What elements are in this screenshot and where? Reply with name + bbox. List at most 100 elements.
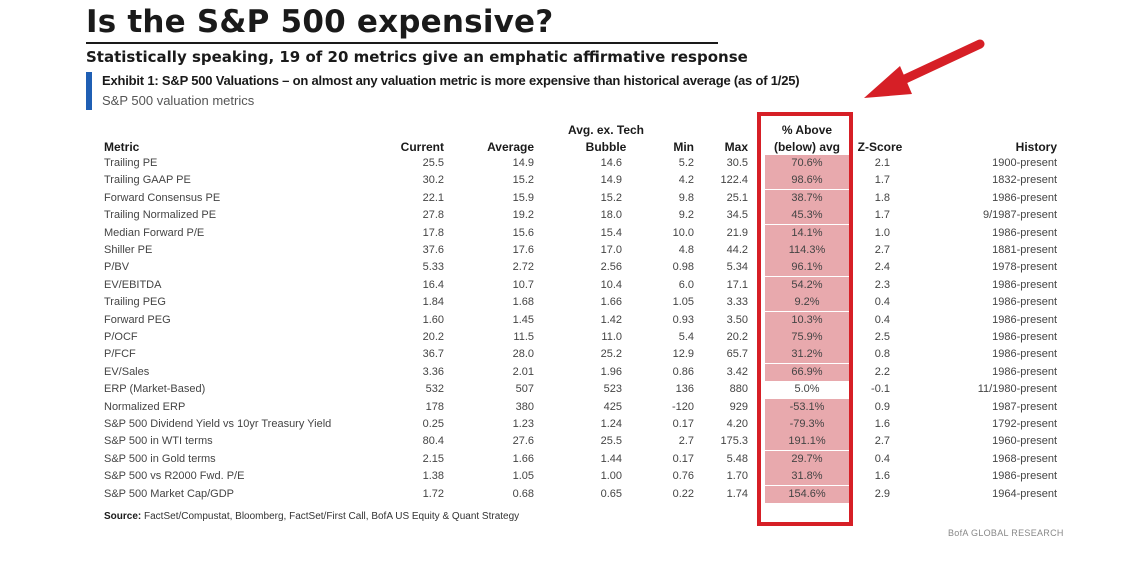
cell-history: 1986-present: [992, 278, 1057, 291]
cell-min: 0.22: [672, 487, 694, 500]
cell-pct: 29.7%: [791, 452, 823, 465]
cell-min: 0.17: [672, 418, 694, 430]
cell-min: 10.0: [672, 226, 694, 239]
highlight-cell: [765, 381, 849, 399]
cell-pct: -53.1%: [789, 400, 825, 413]
cell-pct: 31.8%: [791, 470, 823, 483]
highlight-cell: [765, 416, 849, 433]
table-row: P/FCF 36.7 28.0 25.2 12.9 65.7 31.2% 0.8 1986-pr…: [0, 346, 1135, 363]
cell-pct: 10.3%: [791, 313, 823, 326]
cell-current: 2.15: [422, 452, 444, 465]
cell-max: 3.33: [726, 296, 748, 309]
cell-metric: P/BV: [104, 261, 130, 274]
cell-pct: 9.2%: [794, 296, 820, 309]
highlight-cell: [765, 363, 849, 381]
header-tech-line1: Avg. ex. Tech: [567, 123, 645, 137]
header-min: Min: [673, 140, 694, 154]
cell-tech: 425: [603, 400, 622, 413]
header-max: Max: [724, 140, 748, 154]
highlight-cell: [765, 172, 849, 190]
cell-max: 25.1: [726, 191, 748, 204]
cell-pct: 154.6%: [788, 487, 826, 500]
cell-tech: 1.66: [600, 296, 622, 309]
cell-min: 9.2: [678, 209, 694, 222]
cell-max: 1.74: [726, 487, 748, 500]
cell-z: 1.0: [874, 226, 890, 239]
cell-z: 2.7: [874, 435, 890, 448]
cell-min: 4.8: [678, 244, 694, 256]
cell-average: 1.05: [512, 470, 534, 483]
highlight-cell: [765, 259, 849, 277]
cell-z: -0.1: [871, 383, 890, 396]
table-row: Normalized ERP 178 380 425 -120 929 -53.1% 0.9 1…: [0, 399, 1135, 416]
cell-pct: 70.6%: [791, 157, 823, 169]
cell-history: 1987-present: [992, 400, 1057, 413]
cell-history: 1964-present: [992, 487, 1057, 500]
cell-pct: 38.7%: [791, 191, 823, 204]
cell-z: 0.9: [874, 400, 890, 413]
source-note: Source: FactSet/Compustat, Bloomberg, Fa…: [104, 511, 519, 522]
cell-tech: 15.4: [600, 226, 622, 239]
cell-tech: 523: [603, 383, 622, 396]
cell-average: 380: [515, 400, 534, 413]
table-row: Shiller PE 37.6 17.6 17.0 4.8 44.2 114.3% 2.7 18…: [0, 242, 1135, 259]
header-metric: Metric: [104, 140, 140, 154]
cell-history: 1986-present: [992, 313, 1057, 326]
cell-average: 507: [515, 383, 534, 396]
exhibit-title: Exhibit 1: S&P 500 Valuations – on almos…: [102, 73, 800, 88]
cell-pct: -79.3%: [789, 418, 825, 430]
cell-history: 1968-present: [992, 452, 1057, 465]
source-text: FactSet/Compustat, Bloomberg, FactSet/Fi…: [144, 511, 520, 522]
cell-z: 0.4: [874, 296, 890, 309]
cell-z: 2.7: [874, 244, 890, 256]
cell-tech: 17.0: [600, 244, 622, 256]
cell-history: 1900-present: [992, 157, 1057, 169]
cell-z: 0.4: [874, 313, 890, 326]
cell-metric: S&P 500 in Gold terms: [104, 452, 216, 465]
header-pct-line1: % Above: [781, 123, 833, 137]
cell-min: 0.86: [672, 365, 694, 378]
header-average: Average: [487, 140, 534, 154]
table-row: S&P 500 in WTI terms 80.4 27.6 25.5 2.7 175.3…: [0, 433, 1135, 450]
cell-current: 25.5: [422, 157, 444, 169]
cell-current: 1.84: [422, 296, 444, 309]
cell-max: 175.3: [720, 435, 748, 448]
highlight-cell: [765, 398, 849, 416]
page-title: Is the S&P 500 expensive?: [86, 4, 554, 40]
cell-z: 0.4: [874, 452, 890, 465]
header-tech-line2: Bubble: [585, 140, 627, 154]
cell-tech: 0.65: [600, 487, 622, 500]
cell-tech: 25.5: [600, 435, 622, 448]
cell-tech: 14.6: [600, 157, 622, 169]
cell-z: 2.4: [874, 261, 890, 274]
cell-metric: P/OCF: [104, 331, 138, 343]
cell-z: 1.7: [874, 209, 890, 222]
cell-history: 1832-present: [992, 174, 1057, 187]
cell-max: 929: [729, 400, 748, 413]
cell-metric: Trailing Normalized PE: [104, 209, 217, 222]
cell-history: 1986-present: [992, 226, 1057, 239]
cell-max: 3.50: [726, 313, 748, 326]
cell-min: 1.05: [672, 296, 694, 309]
cell-pct: 5.0%: [794, 383, 820, 396]
cell-z: 2.1: [874, 157, 890, 169]
brand-footer: BofA GLOBAL RESEARCH: [948, 528, 1064, 538]
cell-tech: 1.24: [600, 418, 622, 430]
highlight-cell: [765, 242, 849, 259]
cell-metric: P/FCF: [104, 348, 136, 361]
cell-min: 9.8: [678, 191, 694, 204]
cell-tech: 1.44: [600, 452, 622, 465]
cell-current: 3.36: [422, 365, 444, 378]
cell-average: 2.01: [512, 365, 534, 378]
cell-average: 14.9: [512, 157, 534, 169]
cell-pct: 96.1%: [791, 261, 823, 274]
cell-min: 12.9: [672, 348, 694, 361]
cell-average: 27.6: [512, 435, 534, 448]
cell-pct: 75.9%: [791, 331, 823, 343]
cell-current: 0.25: [422, 418, 444, 430]
cell-tech: 25.2: [600, 348, 622, 361]
table-row: Trailing PE 25.5 14.9 14.6 5.2 30.5 70.6% 2.1 19…: [0, 155, 1135, 172]
cell-max: 65.7: [726, 348, 748, 361]
cell-pct: 31.2%: [791, 348, 823, 361]
cell-history: 1978-present: [992, 261, 1057, 274]
